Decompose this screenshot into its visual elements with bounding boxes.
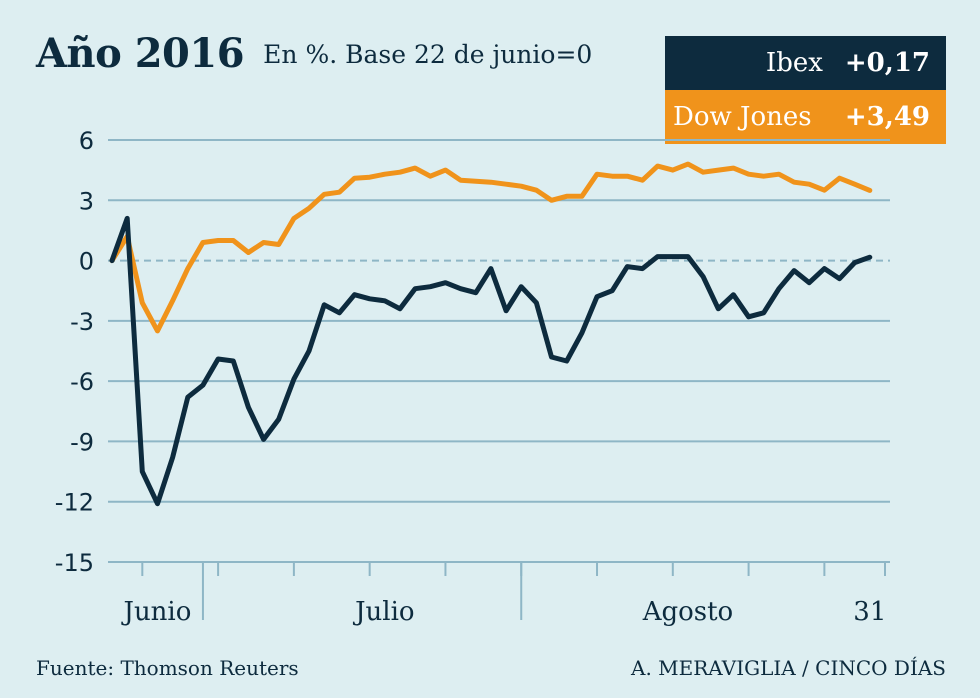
legend: Ibex +0,17 Dow Jones +3,49 (665, 36, 946, 144)
legend-label-ibex: Ibex (765, 48, 823, 78)
x-tick-label: Agosto (642, 597, 734, 627)
legend-item-ibex: Ibex +0,17 (665, 36, 946, 90)
y-tick-label: -6 (70, 368, 94, 396)
chart-subtitle: En %. Base 22 de junio=0 (263, 40, 593, 69)
legend-item-dow-jones: Dow Jones +3,49 (665, 90, 946, 144)
x-tick-label: Julio (352, 597, 414, 627)
y-tick-label: 0 (79, 248, 94, 276)
chart-title: Año 2016 (36, 30, 245, 77)
y-tick-label: 6 (79, 127, 94, 155)
y-tick-label: -9 (70, 428, 94, 456)
x-tick-label: 31 (853, 597, 886, 627)
x-tick-label: Junio (121, 597, 192, 627)
series-line-dow-jones (109, 161, 873, 334)
chart-header: Año 2016 En %. Base 22 de junio=0 (36, 30, 592, 77)
legend-value-ibex: +0,17 (844, 48, 930, 78)
series-line-ibex (109, 215, 873, 507)
author-credit: A. MERAVIGLIA / CINCO DÍAS (631, 656, 946, 680)
legend-label-dow-jones: Dow Jones (673, 102, 812, 132)
y-tick-label: 3 (79, 187, 94, 215)
legend-value-dow-jones: +3,49 (844, 102, 930, 132)
y-tick-label: -15 (55, 549, 94, 577)
source-note: Fuente: Thomson Reuters (36, 656, 299, 680)
y-tick-label: -3 (70, 308, 94, 336)
y-tick-label: -12 (55, 489, 94, 517)
